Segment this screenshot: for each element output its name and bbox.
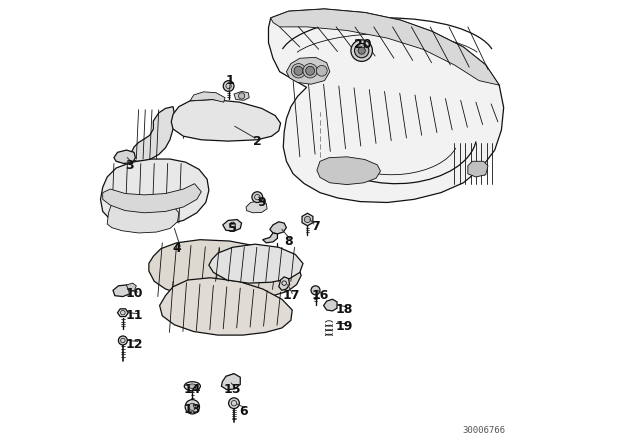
Text: 16: 16 (311, 289, 329, 302)
Circle shape (223, 81, 234, 91)
Circle shape (311, 286, 320, 295)
Polygon shape (287, 57, 330, 84)
Text: 9: 9 (257, 196, 266, 209)
Text: 5: 5 (228, 222, 237, 235)
Polygon shape (468, 161, 488, 177)
Polygon shape (279, 277, 289, 290)
Polygon shape (108, 198, 179, 233)
Polygon shape (269, 9, 504, 202)
Circle shape (355, 43, 369, 58)
Polygon shape (324, 299, 337, 311)
Polygon shape (271, 9, 499, 85)
Polygon shape (209, 244, 303, 283)
Circle shape (358, 47, 365, 54)
Circle shape (294, 66, 303, 75)
Circle shape (291, 64, 306, 78)
Text: 15: 15 (224, 383, 241, 396)
Text: 30006766: 30006766 (462, 426, 505, 435)
Text: 2: 2 (253, 134, 262, 148)
Polygon shape (159, 278, 292, 335)
Polygon shape (262, 233, 278, 243)
Ellipse shape (184, 382, 200, 391)
Polygon shape (100, 159, 209, 226)
Text: 20: 20 (354, 38, 371, 52)
Text: 17: 17 (282, 289, 300, 302)
Text: 14: 14 (184, 383, 201, 396)
Polygon shape (317, 157, 380, 185)
Text: 19: 19 (336, 319, 353, 333)
Text: 4: 4 (172, 242, 181, 255)
Text: 6: 6 (239, 405, 248, 418)
Polygon shape (118, 309, 128, 317)
Polygon shape (172, 99, 280, 141)
Polygon shape (234, 91, 249, 100)
Text: 7: 7 (311, 220, 320, 233)
Circle shape (252, 192, 262, 202)
Text: 12: 12 (125, 337, 143, 351)
Polygon shape (131, 107, 174, 161)
Text: 8: 8 (284, 234, 293, 248)
Polygon shape (270, 222, 287, 234)
Polygon shape (190, 92, 225, 102)
Polygon shape (149, 240, 301, 299)
Polygon shape (103, 184, 202, 213)
Circle shape (185, 400, 200, 414)
Polygon shape (302, 213, 313, 226)
Text: 11: 11 (125, 309, 143, 323)
Text: 3: 3 (125, 159, 134, 172)
Circle shape (239, 93, 244, 99)
Circle shape (118, 336, 127, 345)
Ellipse shape (188, 384, 196, 388)
Polygon shape (223, 220, 242, 231)
Circle shape (189, 403, 196, 410)
Circle shape (351, 40, 372, 61)
Text: 13: 13 (184, 403, 201, 417)
Polygon shape (113, 285, 131, 297)
Polygon shape (114, 150, 136, 164)
Text: 1: 1 (226, 74, 235, 87)
Polygon shape (127, 283, 136, 294)
Circle shape (305, 216, 310, 223)
Circle shape (228, 398, 239, 409)
Circle shape (306, 66, 315, 75)
Text: 18: 18 (336, 302, 353, 316)
Text: 10: 10 (125, 287, 143, 300)
Polygon shape (221, 374, 240, 390)
Circle shape (303, 64, 317, 78)
Circle shape (316, 65, 327, 76)
Polygon shape (246, 201, 267, 213)
